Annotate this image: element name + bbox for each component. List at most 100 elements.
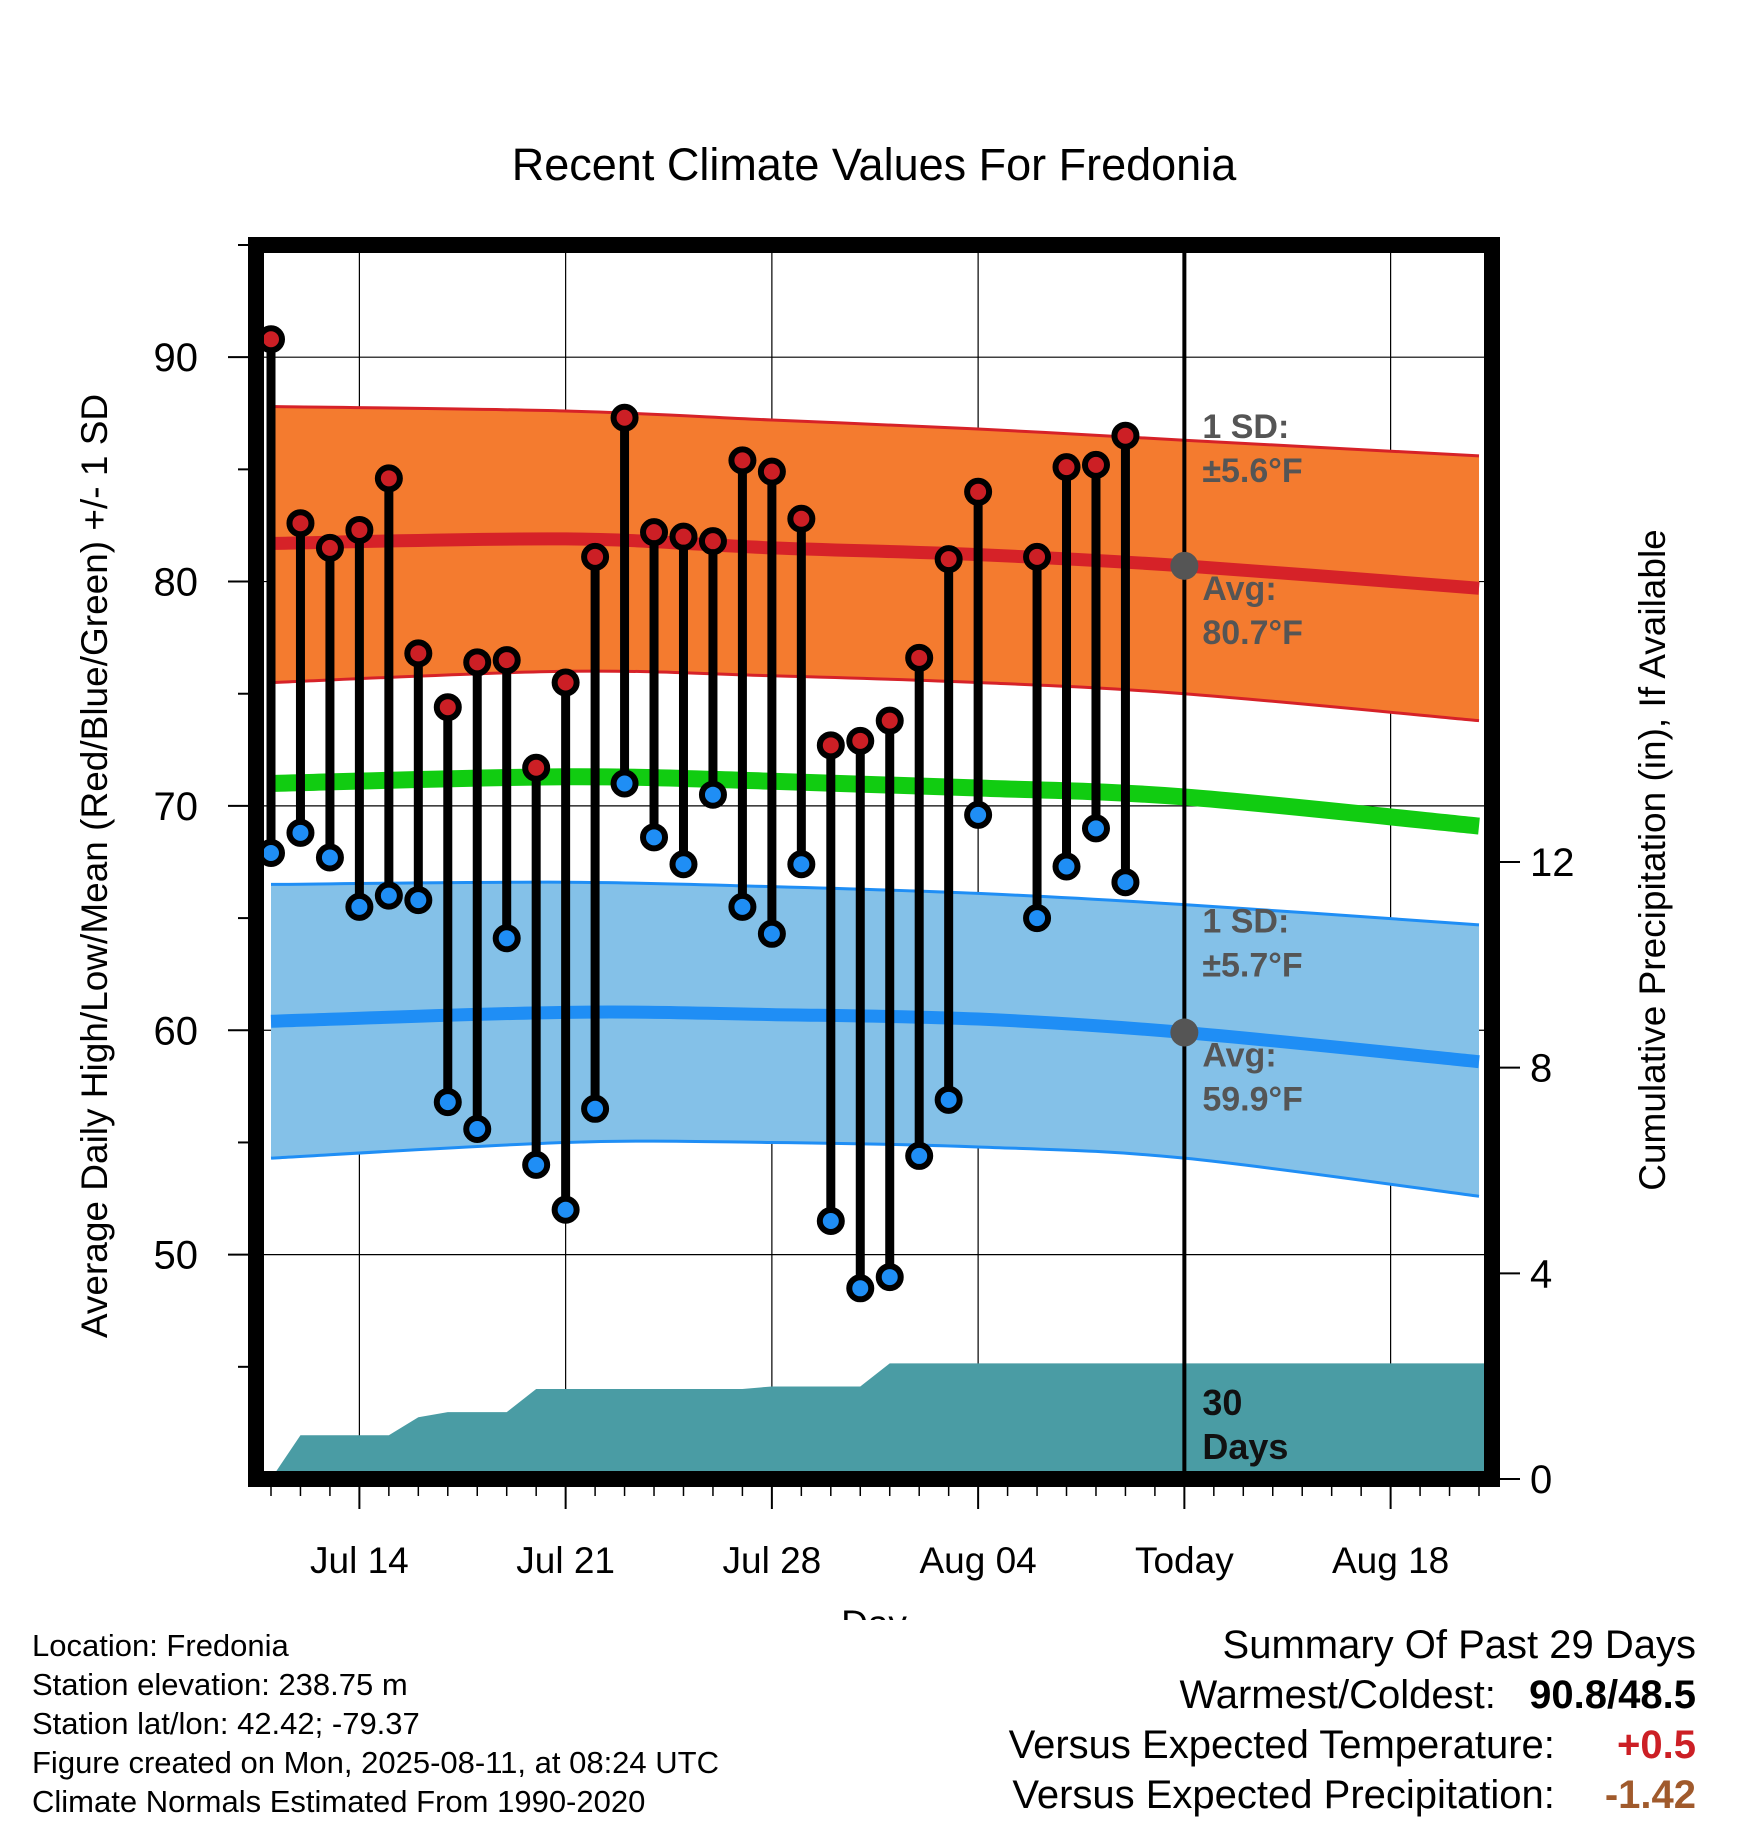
- daily-low-point: [846, 1274, 875, 1303]
- daily-high-point: [1144, 0, 1166, 11]
- daily-high-point: [1052, 453, 1081, 482]
- low-sd-label: 1 SD:: [1202, 903, 1289, 941]
- daily-high-point: [610, 403, 639, 432]
- daily-low-point: [640, 823, 669, 852]
- daily-low-point: [757, 919, 786, 948]
- precip-label: Versus Expected Precipitation:: [1012, 1773, 1555, 1817]
- daily-low-point: [787, 850, 816, 879]
- daily-high-point: [286, 509, 315, 538]
- daily-high-point: [816, 731, 845, 760]
- daily-low-point: [581, 1094, 610, 1123]
- daily-low-point: [1023, 904, 1052, 933]
- daily-high-point: [875, 706, 904, 735]
- daily-low-point: [1144, 0, 1166, 11]
- precip-days-number: 30: [1202, 1382, 1242, 1423]
- daily-low-point: [374, 881, 403, 910]
- daily-low-point: [404, 886, 433, 915]
- summary-precip: Versus Expected Precipitation: -1.42: [1009, 1770, 1696, 1820]
- daily-low-point: [1081, 814, 1110, 843]
- high-avg-label: Avg:: [1202, 570, 1276, 608]
- location-text: Location: Fredonia: [32, 1628, 289, 1663]
- temp-value: +0.5: [1617, 1723, 1696, 1767]
- daily-high-point: [728, 446, 757, 475]
- created-text: Figure created on Mon, 2025-08-11, at 08…: [32, 1745, 719, 1780]
- daily-high-point: [1111, 421, 1140, 450]
- daily-high-point: [404, 639, 433, 668]
- summary-temp: Versus Expected Temperature: +0.5: [1009, 1720, 1696, 1770]
- y-axis-label: Average Daily High/Low/Mean (Red/Blue/Gr…: [74, 394, 115, 1338]
- y-tick-label: 70: [154, 785, 199, 829]
- daily-low-point: [315, 843, 344, 872]
- high-avg-line: [270, 532, 1480, 595]
- x-tick-label: Today: [1135, 1540, 1234, 1581]
- daily-low-point: [492, 924, 521, 953]
- precip-value: -1.42: [1604, 1773, 1696, 1817]
- low-avg-label: Avg:: [1202, 1037, 1276, 1075]
- daily-high-point: [787, 504, 816, 533]
- daily-low-point: [1052, 852, 1081, 881]
- daily-high-point: [522, 753, 551, 782]
- high-sd-band: [271, 406, 1479, 721]
- daily-high-point: [315, 533, 344, 562]
- daily-high-point: [492, 646, 521, 675]
- daily-low-point: [875, 1263, 904, 1292]
- daily-low-point: [345, 892, 374, 921]
- high-sd-value: ±5.6°F: [1202, 452, 1302, 490]
- daily-low-point: [964, 800, 993, 829]
- daily-high-point: [698, 527, 727, 556]
- today-high-avg-marker: [1170, 551, 1199, 580]
- high-sd-label: 1 SD:: [1202, 408, 1289, 446]
- low-avg-line: [270, 1005, 1480, 1069]
- y2-tick-label: 0: [1530, 1458, 1552, 1502]
- low-avg-value: 59.9°F: [1202, 1081, 1303, 1119]
- daily-high-point: [1081, 450, 1110, 479]
- y-tick-label: 90: [154, 336, 199, 380]
- y-tick-label: 60: [154, 1009, 199, 1053]
- daily-high-point: [964, 477, 993, 506]
- y2-tick-label: 12: [1530, 841, 1575, 885]
- daily-high-point: [640, 518, 669, 547]
- x-tick-label: Jul 21: [516, 1540, 615, 1581]
- cold-value: 48.5: [1618, 1673, 1696, 1717]
- daily-low-point: [433, 1088, 462, 1117]
- latlon-text: Station lat/lon: 42.42; -79.37: [32, 1706, 420, 1741]
- normals-text: Climate Normals Estimated From 1990-2020: [32, 1784, 646, 1819]
- elevation-text: Station elevation: 238.75 m: [32, 1667, 408, 1702]
- daily-low-point: [463, 1114, 492, 1143]
- daily-high-point: [669, 522, 698, 551]
- high-avg-value: 80.7°F: [1202, 614, 1303, 652]
- daily-low-point: [610, 769, 639, 798]
- daily-low-point: [669, 850, 698, 879]
- summary-title: Summary Of Past 29 Days: [1222, 1623, 1696, 1667]
- warm-value: 90.8: [1529, 1673, 1608, 1717]
- low-sd-band-lower-edge: [270, 1139, 1480, 1198]
- daily-low-point: [905, 1141, 934, 1170]
- y2-tick-label: 8: [1530, 1047, 1552, 1091]
- daily-low-point: [934, 1085, 963, 1114]
- y-tick-label: 80: [154, 561, 199, 605]
- x-tick-label: Jul 28: [723, 1540, 822, 1581]
- daily-high-point: [433, 693, 462, 722]
- x-tick-label: Aug 04: [919, 1540, 1036, 1581]
- precip-days-word: Days: [1202, 1426, 1288, 1467]
- daily-high-point: [551, 668, 580, 697]
- daily-low-point: [698, 780, 727, 809]
- daily-high-point: [345, 515, 374, 544]
- x-tick-label: Jul 14: [310, 1540, 409, 1581]
- daily-low-point: [286, 818, 315, 847]
- daily-low-point: [522, 1150, 551, 1179]
- daily-low-point: [728, 892, 757, 921]
- today-low-avg-marker: [1170, 1018, 1199, 1047]
- chart-title: Recent Climate Values For Fredonia: [512, 139, 1237, 190]
- daily-low-point: [816, 1206, 845, 1235]
- daily-low-point: [551, 1195, 580, 1224]
- daily-high-point: [846, 726, 875, 755]
- low-sd-value: ±5.7°F: [1202, 947, 1302, 985]
- low-sd-band: [271, 882, 1479, 1197]
- x-tick-label: Aug 18: [1332, 1540, 1449, 1581]
- y-tick-label: 50: [154, 1234, 199, 1278]
- daily-high-point: [757, 457, 786, 486]
- summary-box: Summary Of Past 29 Days Warmest/Coldest:…: [1009, 1620, 1696, 1820]
- x-axis-label: Day: [841, 1603, 907, 1620]
- summary-warm-cold: Warmest/Coldest: 90.8/48.5: [1009, 1670, 1696, 1720]
